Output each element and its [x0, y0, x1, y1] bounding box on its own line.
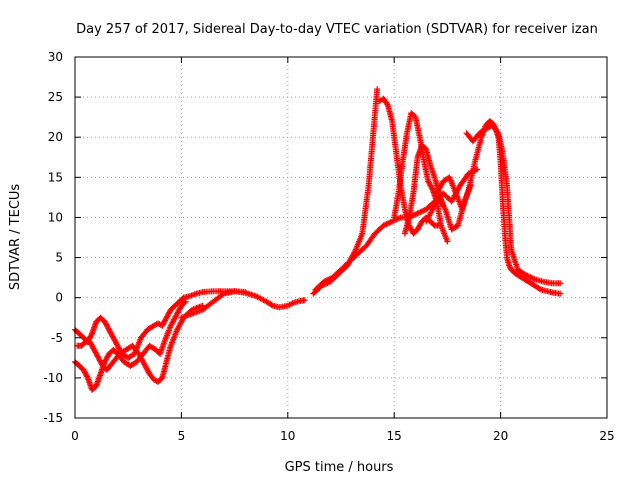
series-arc-3 [74, 302, 206, 385]
series-arc-11 [463, 122, 564, 287]
x-tick-label: 15 [387, 429, 402, 443]
data-point [374, 86, 381, 93]
x-tick-label: 20 [493, 429, 508, 443]
data-point [383, 100, 390, 107]
y-tick-label: 10 [48, 210, 63, 224]
data-point [557, 280, 564, 287]
y-tick-label: 15 [48, 170, 63, 184]
y-tick-label: 20 [48, 130, 63, 144]
data-point [467, 182, 474, 189]
axes: 0 5 10 15 20 25 -15 -10 -5 0 5 10 15 20 25 30 [43, 50, 614, 443]
y-tick-label: 30 [48, 50, 63, 64]
data-point [268, 301, 275, 308]
y-tick-label: 0 [55, 291, 63, 305]
x-tick-label: 25 [599, 429, 614, 443]
data-point [182, 298, 189, 305]
plot-frame [74, 56, 608, 419]
data-point [536, 285, 543, 292]
x-axis-label: GPS time / hours [285, 460, 394, 475]
x-tick-label: 0 [71, 429, 79, 443]
data-point [84, 373, 91, 380]
data-point [557, 290, 564, 297]
data-point [474, 166, 481, 173]
data-point [219, 291, 226, 298]
x-tick-label: 10 [280, 429, 295, 443]
data-point [428, 185, 435, 192]
data-point [301, 297, 308, 304]
chart-title: Day 257 of 2017, Sidereal Day-to-day VTE… [76, 22, 598, 37]
y-tick-label: -10 [43, 371, 63, 385]
series-arc-2 [72, 298, 189, 393]
series-arc-6 [312, 166, 481, 293]
y-tick-label: -15 [43, 411, 63, 425]
series-arc-9 [401, 142, 447, 237]
series-arc-7 [376, 95, 442, 237]
data-point [88, 332, 95, 339]
y-tick-label: 25 [48, 90, 63, 104]
x-tick-label: 5 [178, 429, 186, 443]
data-point [181, 299, 188, 306]
series-arc-10 [433, 118, 564, 297]
data-point [494, 128, 501, 135]
grid [75, 57, 607, 418]
y-tick-label: -5 [51, 331, 63, 345]
series-arc-12 [423, 182, 474, 233]
data-series [72, 86, 564, 393]
y-tick-label: 5 [55, 251, 63, 265]
y-axis-label: SDTVAR / TECUs [8, 184, 23, 291]
series-arc-4 [178, 288, 308, 321]
data-point [444, 238, 451, 245]
